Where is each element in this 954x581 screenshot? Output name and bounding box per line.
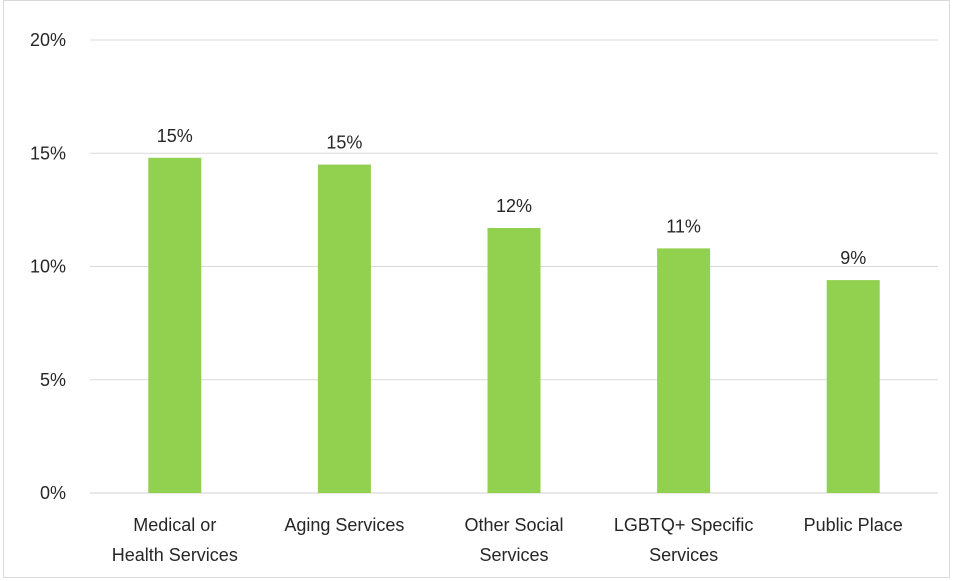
y-tick-label: 20% <box>30 30 66 50</box>
bar <box>487 227 541 493</box>
category-label: LGBTQ+ Specific Services <box>614 515 754 565</box>
data-label: 12% <box>496 196 532 216</box>
bar <box>317 164 371 493</box>
data-label: 15% <box>326 133 362 153</box>
data-labels: 15% 15% 12% 11% 9% <box>157 126 866 268</box>
category-label: Aging Services <box>284 515 404 535</box>
category-label: Medical or Health Services <box>112 515 238 565</box>
bar <box>657 248 711 493</box>
y-tick-label: 15% <box>30 143 66 163</box>
y-tick-label: 5% <box>40 370 66 390</box>
category-label: Other Social Services <box>464 515 563 565</box>
y-axis-tick-labels: 0% 5% 10% 15% 20% <box>30 30 66 503</box>
bar <box>148 157 202 493</box>
chart-border <box>3 0 950 578</box>
data-label: 9% <box>840 248 866 268</box>
data-label: 11% <box>666 216 701 236</box>
category-label: Public Place <box>804 515 903 535</box>
y-tick-label: 10% <box>30 257 66 277</box>
y-tick-label: 0% <box>40 483 66 503</box>
data-label: 15% <box>157 126 193 146</box>
bar <box>826 280 880 493</box>
bars <box>148 157 880 493</box>
x-axis-category-labels: Medical or Health Services Aging Services O… <box>112 515 903 565</box>
